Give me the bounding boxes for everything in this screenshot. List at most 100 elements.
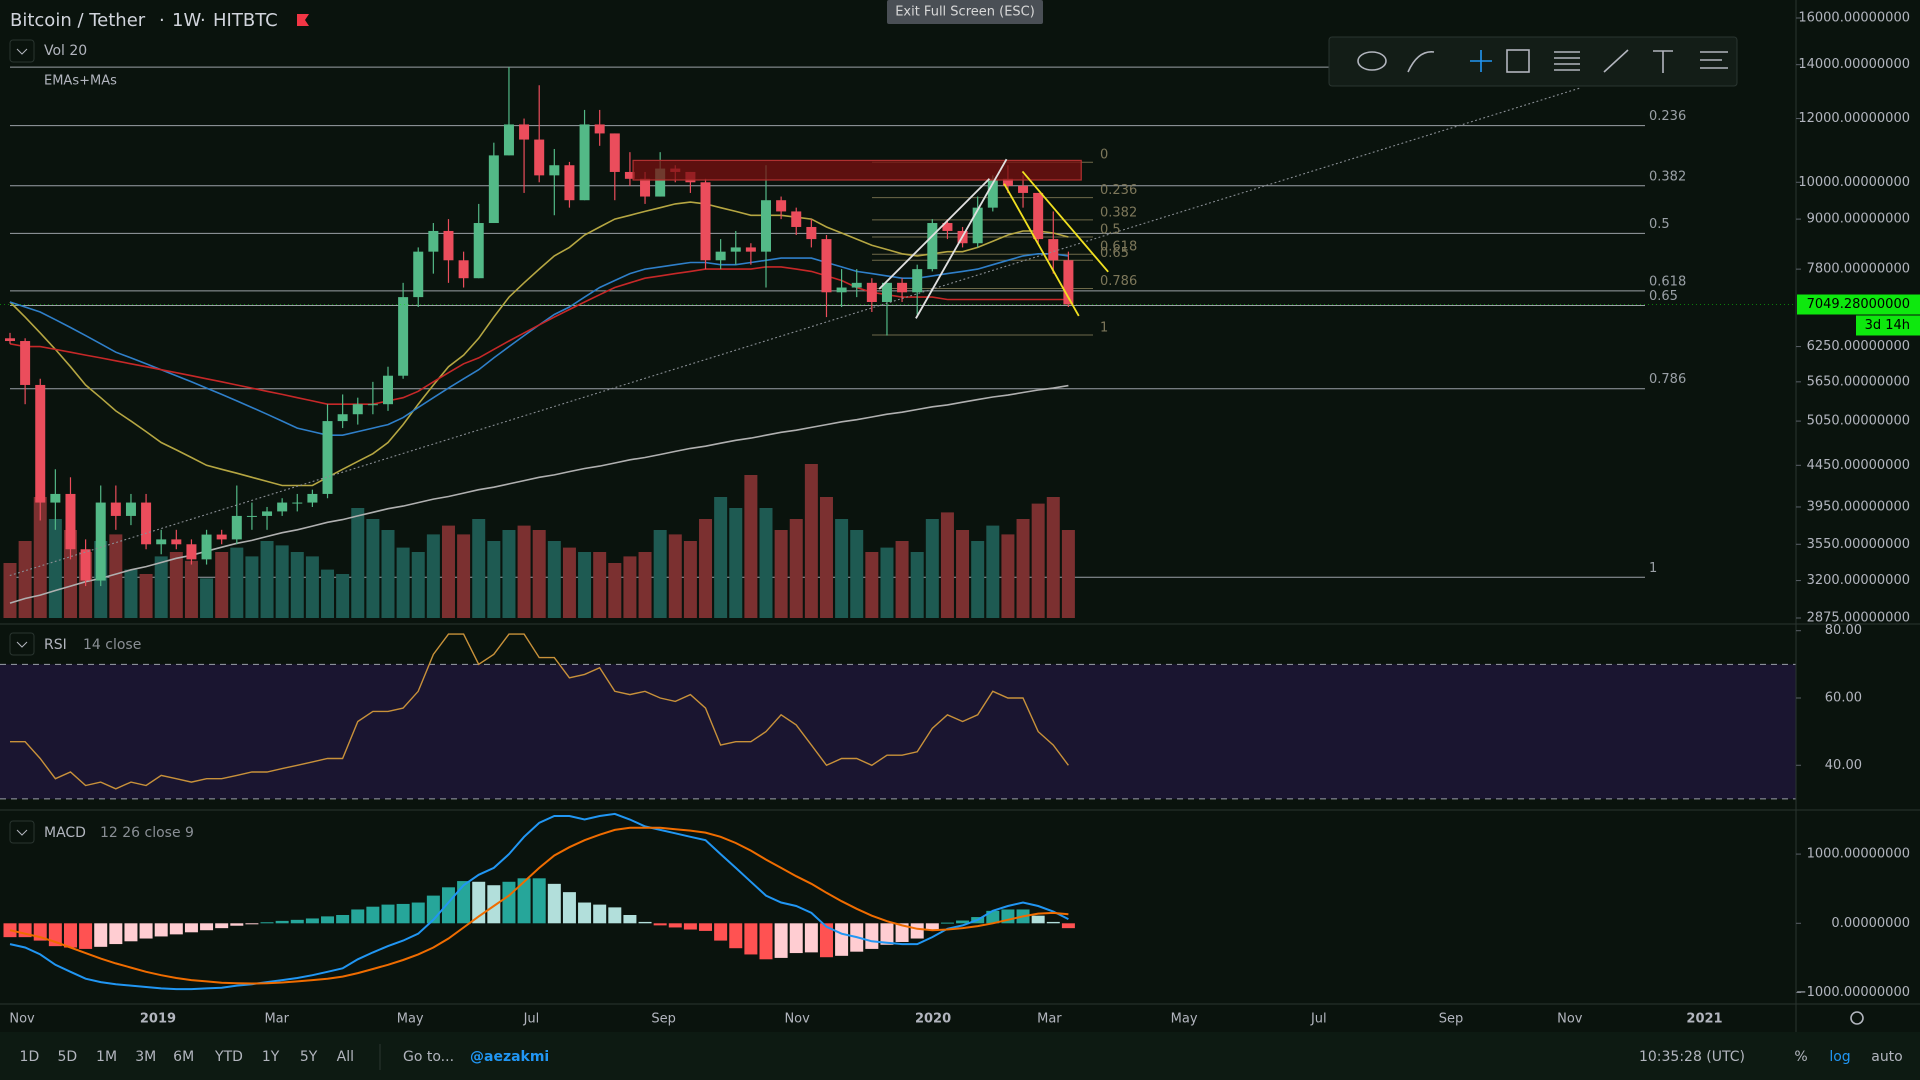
macd-histogram-bar [593, 904, 607, 924]
volume-bar [850, 530, 864, 618]
range-button[interactable]: 1M [96, 1049, 117, 1065]
price-tick-label: 6250.00000000 [1807, 339, 1910, 354]
range-button[interactable]: 1D [20, 1049, 40, 1065]
macd-histogram-bar [547, 883, 561, 924]
price-tick-label: 12000.00000000 [1798, 111, 1910, 126]
macd-histogram-bar [472, 881, 486, 924]
rsi-tick-label: 60.00 [1825, 690, 1862, 705]
exit-button-label: Exit Full Screen (ESC) [895, 5, 1035, 20]
candle-body [1018, 185, 1029, 193]
macd-tick-label: 1000.00000000 [1807, 847, 1910, 862]
range-button[interactable]: All [337, 1049, 354, 1065]
percent-toggle[interactable]: % [1794, 1049, 1807, 1065]
volume-bar [865, 552, 879, 618]
candle-body [655, 168, 666, 197]
macd-tick-label: 0.00000000 [1831, 916, 1910, 931]
collapse-button[interactable] [9, 39, 35, 63]
volume-bar [608, 563, 622, 618]
candle-body [20, 341, 31, 385]
macd-histogram-bar [714, 923, 728, 941]
candle-body [987, 178, 998, 208]
macd-histogram-bar [321, 916, 335, 924]
volume-bar [441, 525, 455, 618]
chevron [16, 641, 28, 648]
range-button[interactable]: 5D [58, 1049, 78, 1065]
candle-body [488, 155, 499, 224]
macd-histogram-bar [351, 909, 365, 924]
volume-bar [895, 541, 909, 618]
price-tick-label: 5650.00000000 [1807, 374, 1910, 389]
candle-body [851, 282, 862, 288]
rsi-band [0, 664, 1796, 799]
candle-body [35, 384, 46, 503]
volume-bar [33, 497, 47, 618]
price-tick-label: 3550.00000000 [1807, 537, 1910, 552]
settings-icon[interactable] [1850, 1011, 1864, 1025]
tool-icon[interactable] [1357, 51, 1387, 71]
tool-icon[interactable] [1470, 50, 1492, 72]
volume-bar [956, 530, 970, 618]
volume-bar [1046, 497, 1060, 618]
range-button[interactable]: YTD [214, 1049, 243, 1065]
volume-bar [200, 578, 214, 618]
volume-bar [623, 556, 637, 618]
candle-body [458, 260, 469, 279]
tool-icon[interactable] [1700, 51, 1728, 69]
macd-histogram-bar [457, 881, 471, 924]
volume-bar [366, 519, 380, 618]
macd-histogram-bar [305, 918, 319, 924]
tool-icon[interactable] [1506, 49, 1530, 73]
time-label: Nov [784, 1012, 810, 1027]
macd-histogram-bar [290, 919, 304, 924]
flag-icon[interactable] [297, 14, 309, 26]
user[interactable]: @aezakmi [470, 1049, 549, 1065]
rsi-tick-label: 40.00 [1825, 758, 1862, 773]
fib-label-small: 0 [1100, 148, 1108, 163]
candle-body [503, 124, 514, 156]
tool-icon[interactable] [1554, 51, 1580, 71]
volume-bar [260, 541, 274, 618]
range-button[interactable]: 1Y [262, 1049, 280, 1065]
wedge-line [1021, 170, 1109, 273]
macd-histogram-bar [336, 914, 350, 924]
volume-bar [789, 519, 803, 618]
tool-icon[interactable] [1407, 51, 1435, 73]
candle-body [156, 539, 167, 545]
goto[interactable]: Go to... [403, 1049, 454, 1065]
range-button[interactable]: 5Y [300, 1049, 318, 1065]
collapse-button[interactable] [9, 632, 35, 656]
label-layer: 16000.00000000 14000.00000000 12000.000000… [9, 11, 1920, 1027]
volume-bar [457, 534, 471, 618]
log-toggle[interactable]: log [1829, 1049, 1850, 1065]
macd-histogram-bar [804, 923, 818, 953]
countdown-tag [1856, 315, 1920, 336]
candle-body [231, 515, 242, 540]
volume-bar [578, 552, 592, 618]
exit-button[interactable] [887, 0, 1043, 24]
tool-icon[interactable] [1603, 49, 1629, 73]
time-label: Nov [9, 1012, 35, 1027]
last-price-tag [1797, 294, 1920, 315]
volume-bar [124, 569, 138, 618]
range-button[interactable]: 6M [173, 1049, 194, 1065]
moving-average [9, 384, 1069, 604]
macd-histogram-bar [880, 923, 894, 945]
candle-body [927, 223, 938, 270]
auto-toggle[interactable]: auto [1871, 1049, 1903, 1065]
collapse-button[interactable] [9, 820, 35, 844]
tool-icon[interactable] [1653, 50, 1673, 73]
candle-body [473, 223, 484, 279]
macd-histogram-bar [245, 923, 259, 925]
volume-bar [502, 530, 516, 618]
volume-bar [668, 534, 682, 618]
macd-histogram-bar [578, 902, 592, 924]
volume-bar [714, 497, 728, 618]
signal-line [9, 826, 1069, 985]
candle-body [171, 539, 182, 545]
range-button[interactable]: 3M [135, 1049, 156, 1065]
volume-bar [774, 530, 788, 618]
candle-body [549, 165, 560, 176]
volume-bar [184, 560, 198, 618]
price-tick-label: 5050.00000000 [1807, 414, 1910, 429]
time-label: 2020 [915, 1012, 951, 1027]
